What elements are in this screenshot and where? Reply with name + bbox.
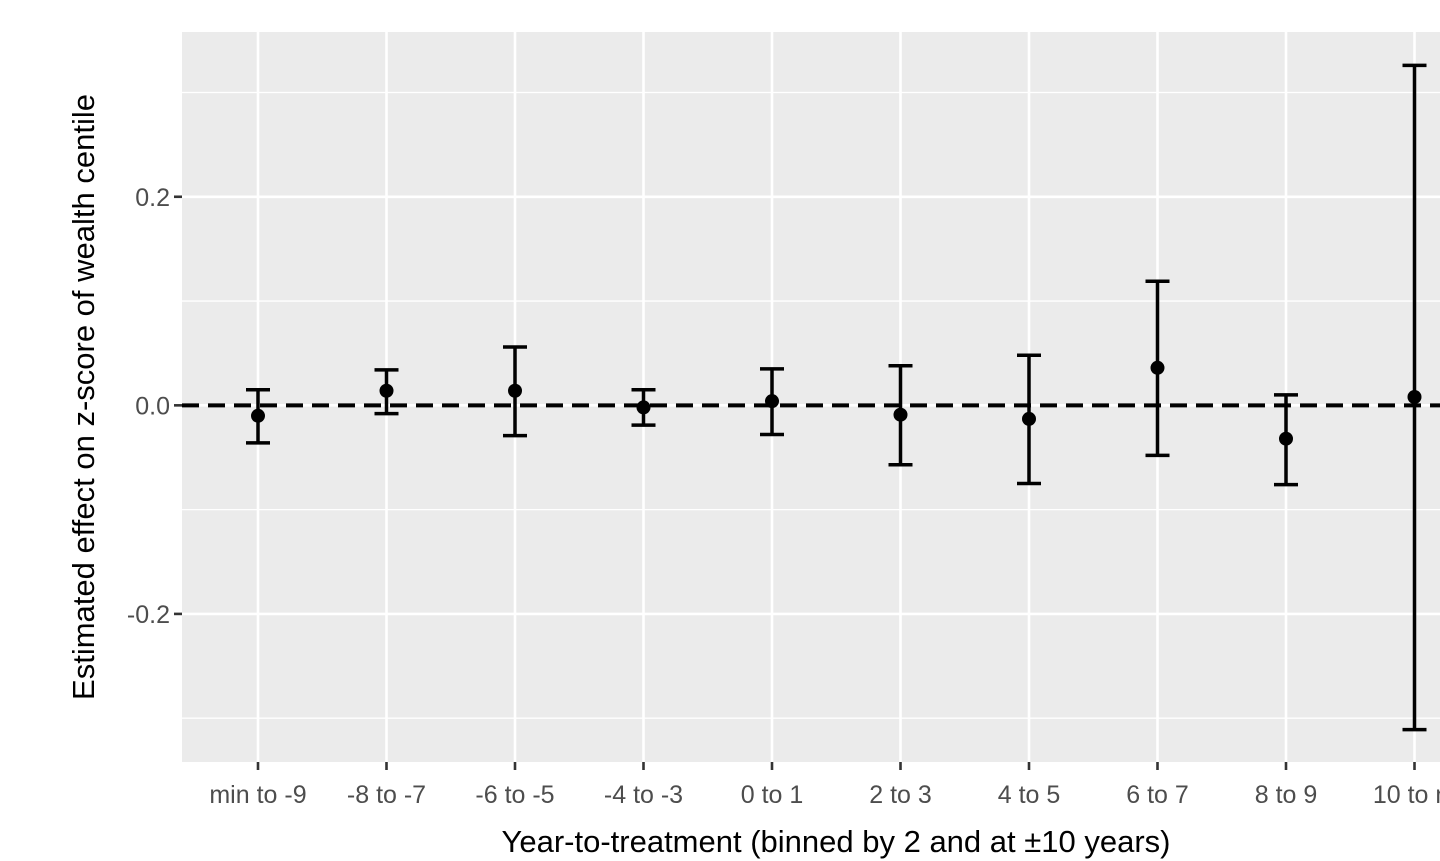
x-tick-label: -4 to -3 — [604, 781, 683, 809]
x-tick-label: min to -9 — [209, 781, 306, 809]
x-tick-label: -6 to -5 — [475, 781, 554, 809]
grid-minor — [182, 91, 1440, 719]
estimate-points — [251, 360, 1422, 446]
estimate-point — [765, 394, 779, 409]
estimate-point — [251, 408, 265, 423]
estimate-point — [1407, 390, 1422, 404]
y-axis-ticks: -0.2 0.0 0.2 — [127, 184, 182, 629]
x-tick-label: -8 to -7 — [347, 781, 426, 809]
estimate-point — [508, 383, 522, 398]
y-tick-label: 0.0 — [135, 392, 170, 420]
y-tick-label: 0.2 — [135, 184, 170, 212]
plot-panel — [182, 32, 1440, 762]
x-tick-label: 10 to m — [1373, 781, 1440, 809]
estimate-point — [1022, 411, 1036, 426]
x-axis-title: Year-to-treatment (binned by 2 and at ±1… — [502, 824, 1171, 859]
estimate-point — [893, 407, 908, 422]
x-tick-label: 2 to 3 — [869, 781, 932, 809]
estimate-point — [1150, 360, 1165, 375]
x-tick-label: 6 to 7 — [1126, 781, 1189, 809]
y-tick-label: -0.2 — [127, 601, 170, 629]
x-tick-label: 4 to 5 — [998, 781, 1061, 809]
x-tick-label: 8 to 9 — [1255, 781, 1318, 809]
estimate-point — [636, 400, 651, 415]
y-axis-title: Estimated effect on z-score of wealth ce… — [66, 94, 101, 700]
estimate-point — [379, 383, 394, 398]
x-tick-label: 0 to 1 — [741, 781, 804, 809]
estimate-point — [1279, 431, 1293, 446]
x-axis-ticks: min to -9 -8 to -7 -6 to -5 -4 to -3 0 to 1 2… — [209, 762, 1440, 809]
